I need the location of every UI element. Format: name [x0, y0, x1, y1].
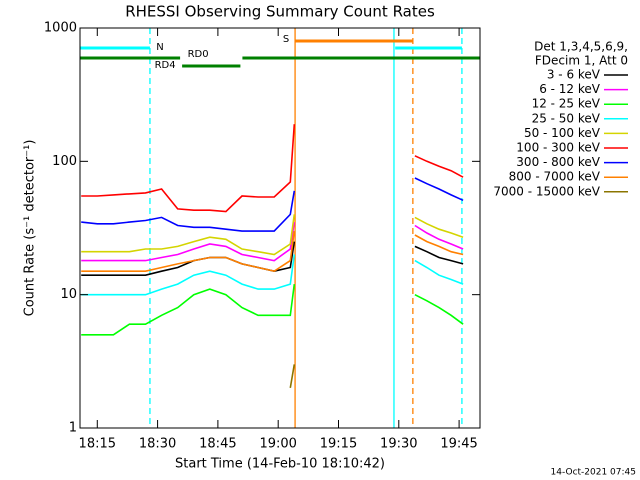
x-tick-label: 18:45 [199, 437, 236, 452]
chart-title: RHESSI Observing Summary Count Rates [125, 3, 435, 21]
flag-label: S [283, 34, 289, 45]
footer: 14-Oct-2021 07:45 [551, 468, 636, 478]
legend-label: 3 - 6 keV [547, 68, 601, 82]
series-line [81, 230, 464, 273]
x-tick-label: 18:15 [79, 437, 116, 452]
legend-label: 300 - 800 keV [516, 155, 600, 169]
y-tick-label: 10 [60, 287, 77, 302]
y-tick-label: 100 [52, 154, 77, 169]
legend-label: 7000 - 15000 keV [493, 184, 600, 198]
x-tick-label: 19:00 [259, 437, 296, 452]
x-tick-label: 18:30 [139, 437, 176, 452]
series-line [81, 124, 464, 213]
flag-label: RD4 [155, 60, 176, 71]
series-line [289, 364, 296, 389]
legend-label: 12 - 25 keV [532, 97, 601, 111]
series-line [81, 254, 464, 296]
x-tick-label: 19:15 [320, 437, 357, 452]
flag-label: N [156, 42, 163, 53]
flag-label: RD0 [188, 49, 209, 60]
y-tick-label: 1 [69, 421, 77, 436]
x-axis-label: Start Time (14-Feb-10 18:10:42) [175, 457, 385, 472]
y-tick-label: 1000 [44, 21, 77, 36]
legend-label: 50 - 100 keV [524, 126, 601, 140]
series-line [81, 177, 464, 232]
series-line [81, 283, 464, 336]
plot-frame [79, 27, 481, 429]
legend-label: 800 - 7000 keV [509, 170, 601, 184]
legend-label: 25 - 50 keV [532, 111, 601, 125]
legend-label: 100 - 300 keV [516, 141, 600, 155]
x-tick-label: 19:45 [440, 437, 477, 452]
legend-label: 6 - 12 keV [539, 82, 601, 96]
series-line [81, 221, 464, 262]
y-axis-label: Count Rate (s⁻¹ detector⁻¹) [23, 140, 38, 317]
series-line [81, 214, 464, 256]
legend-header: Det 1,3,4,5,6,9, [534, 40, 628, 54]
x-tick-label: 19:30 [380, 437, 417, 452]
legend-header: FDecim 1, Att 0 [535, 54, 628, 68]
